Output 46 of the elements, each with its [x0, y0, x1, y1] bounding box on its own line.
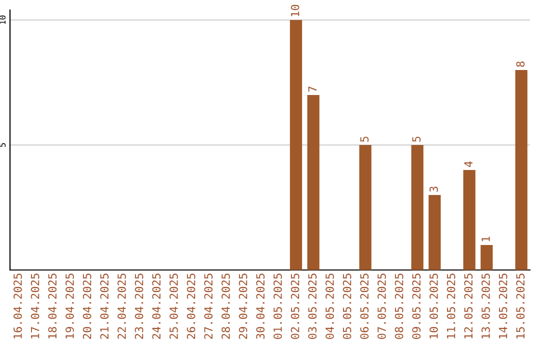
bar: [480, 245, 493, 270]
x-tick-label: 02.05.2025: [290, 274, 300, 339]
x-tick-label: 21.04.2025: [100, 274, 109, 339]
x-tick-label: 18.04.2025: [48, 274, 57, 338]
x-tick-label: 11.05.2025: [446, 274, 456, 338]
data-label: 5: [360, 136, 369, 142]
x-tick-label: 13.05.2025: [482, 274, 490, 338]
x-tick-label: 05.05.2025: [342, 274, 352, 339]
bar: [290, 20, 302, 270]
x-tick-label: 27.04.2025: [204, 274, 213, 339]
x-tick-label: 04.05.2025: [326, 274, 334, 339]
x-tick-label: 20.04.2025: [82, 274, 92, 339]
data-label: 3: [430, 186, 438, 192]
bar: [411, 145, 424, 270]
x-tick-label: 14.05.2025: [498, 274, 508, 338]
x-tick-label: 10.05.2025: [430, 274, 438, 338]
x-tick-label: 03.05.2025: [308, 274, 317, 339]
bar: [307, 95, 320, 270]
bar: [463, 170, 476, 270]
x-tick-label: 22.04.2025: [118, 274, 126, 339]
x-tick-label: 15.05.2025: [516, 274, 525, 338]
x-tick-label: 19.04.2025: [66, 274, 74, 338]
bar: [359, 145, 372, 270]
x-tick-label: 26.04.2025: [186, 274, 196, 339]
x-tick-label: 06.05.2025: [360, 274, 369, 339]
x-tick-label: 07.05.2025: [378, 274, 386, 339]
bar: [428, 195, 441, 270]
x-tick-label: 24.04.2025: [152, 274, 161, 339]
x-tick-label: 17.04.2025: [30, 274, 40, 338]
data-label: 5: [412, 136, 421, 142]
x-tick-label: 23.04.2025: [134, 274, 144, 339]
data-label: 1: [482, 236, 490, 242]
bar: [515, 70, 528, 270]
data-label: 8: [516, 62, 525, 67]
data-label: 4: [464, 161, 472, 167]
x-tick-label: 08.05.2025: [394, 274, 404, 339]
x-tick-label: 01.05.2025: [274, 274, 282, 339]
x-tick-label: 28.04.2025: [222, 274, 230, 339]
x-tick-label: 09.05.2025: [412, 274, 421, 339]
x-tick-label: 29.04.2025: [238, 274, 248, 339]
x-tick-label: 30.04.2025: [256, 274, 265, 339]
data-label: 7: [308, 86, 316, 92]
data-label: 10: [290, 4, 300, 16]
x-tick-label: 12.05.2025: [464, 274, 473, 338]
x-tick-label: 25.04.2025: [170, 274, 178, 339]
x-tick-label: 16.04.2025: [14, 274, 22, 338]
